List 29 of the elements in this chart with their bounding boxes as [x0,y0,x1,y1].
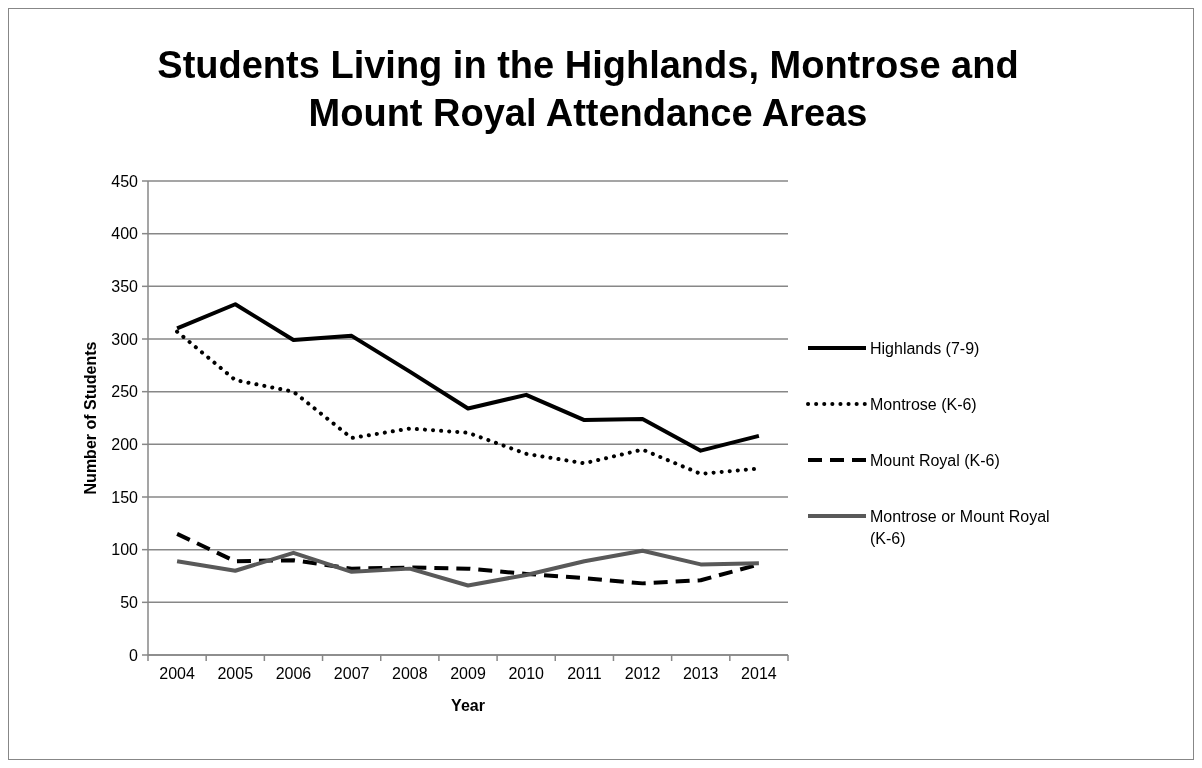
x-tick-label: 2012 [624,665,661,682]
x-tick-label: 2005 [217,665,254,682]
x-axis-title: Year [451,697,485,714]
y-tick-label: 200 [111,435,139,453]
y-axis-title: Number of Students [82,341,99,495]
legend-label: Highlands (7-9) [870,340,980,357]
x-tick-label: 2008 [392,665,428,682]
x-tick-label: 2010 [508,665,545,682]
x-tick-label: 2014 [741,665,777,682]
x-tick-label: 2007 [333,665,370,682]
legend-label: Montrose or Mount Royal (K-6) [870,508,1050,547]
y-tick-label: 350 [111,277,139,295]
y-tick-label: 450 [111,172,139,190]
line-series [175,548,761,588]
x-tick-label: 2013 [682,665,719,682]
x-tick-label: 2004 [159,665,195,682]
y-tick-label: 150 [111,488,139,506]
chart-title: Students Living in the Highlands, Montrose and Mount Royal Attendance Areas [157,44,1019,134]
legend-label: Montrose (K-6) [870,396,977,413]
y-tick-label: 50 [120,593,139,611]
y-tick-label: 100 [111,541,139,559]
y-tick-label: 300 [111,330,139,348]
y-tick-label: 0 [129,646,139,664]
y-tick-label: 250 [111,383,139,401]
x-tick-label: 2009 [450,665,486,682]
x-tick-label: 2006 [275,665,312,682]
x-tick-label: 2011 [567,665,602,682]
y-tick-label: 400 [111,225,139,243]
legend-label: Mount Royal (K-6) [870,452,1000,469]
